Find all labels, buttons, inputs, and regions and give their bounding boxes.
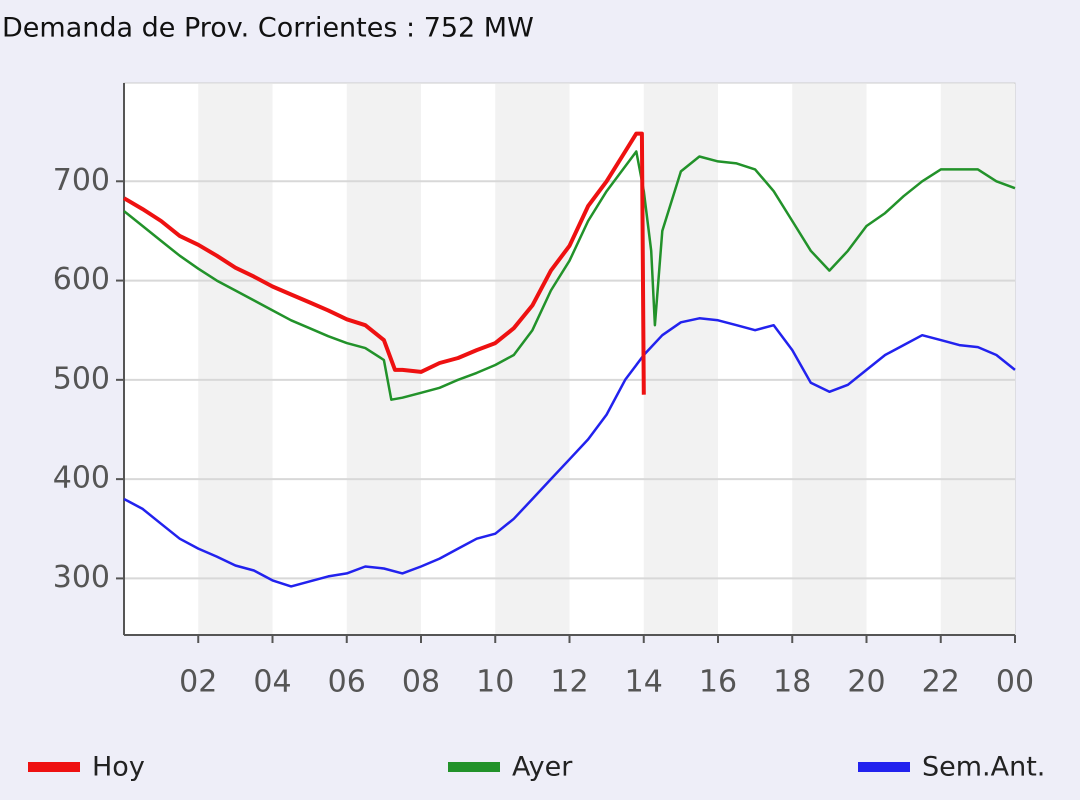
- series-line: [123, 317, 1016, 588]
- legend-swatch: [858, 762, 910, 772]
- band: [643, 84, 718, 635]
- x-tick-label: 22: [922, 665, 960, 700]
- legend-label: Sem.Ant.: [922, 752, 1045, 783]
- x-tick-label: 04: [253, 665, 291, 700]
- x-tick-label: 10: [476, 665, 514, 700]
- band: [198, 84, 273, 635]
- y-tick-label: 400: [53, 461, 110, 496]
- chart-title: Demanda de Prov. Corrientes : 752 MW: [2, 13, 534, 44]
- y-tick-label: 600: [53, 262, 110, 297]
- series-line: [123, 150, 1016, 401]
- y-tick-label: 700: [53, 163, 110, 198]
- legend-label: Hoy: [92, 752, 145, 783]
- x-tick-label: 12: [550, 665, 588, 700]
- x-tick-label: 06: [328, 665, 366, 700]
- series-line: [122, 131, 646, 395]
- y-tick-label: 500: [53, 361, 110, 396]
- x-tick-label: 18: [773, 665, 811, 700]
- legend-swatch: [28, 762, 80, 772]
- legend-label: Ayer: [512, 752, 573, 783]
- x-tick-label: 20: [847, 665, 885, 700]
- band: [792, 84, 867, 635]
- x-tick-label: 00: [996, 665, 1034, 700]
- x-tick-label: 08: [402, 665, 440, 700]
- x-tick-label: 16: [699, 665, 737, 700]
- x-tick-label: 14: [625, 665, 663, 700]
- legend-swatch: [448, 762, 500, 772]
- y-tick-label: 300: [53, 560, 110, 595]
- x-tick-label: 02: [179, 665, 217, 700]
